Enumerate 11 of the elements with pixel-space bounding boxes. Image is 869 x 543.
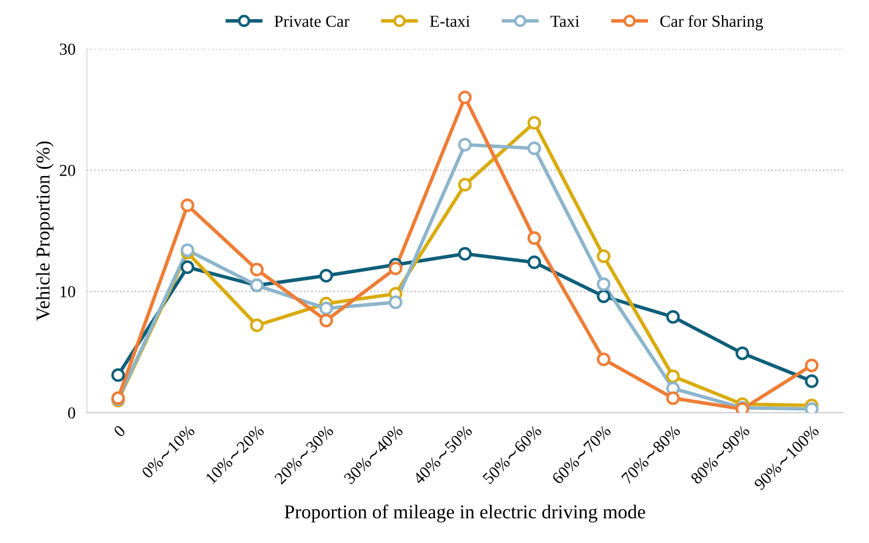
y-tick-label: 30 <box>60 44 76 55</box>
y-tick-label: 0 <box>68 407 76 419</box>
x-tick-label: 0 <box>113 424 126 438</box>
y-axis-title: Vehicle Proportion (%) <box>36 141 54 321</box>
y-tick-label: 20 <box>60 164 76 176</box>
legend-label: E-taxi <box>430 16 470 27</box>
legend-label: Car for Sharing <box>660 15 763 30</box>
legend-label: Private Car <box>274 16 350 27</box>
legend-label: Taxi <box>550 16 580 27</box>
y-tick-label: 10 <box>60 286 76 298</box>
x-axis-title: Proportion of mileage in electric driving mode <box>284 504 646 522</box>
